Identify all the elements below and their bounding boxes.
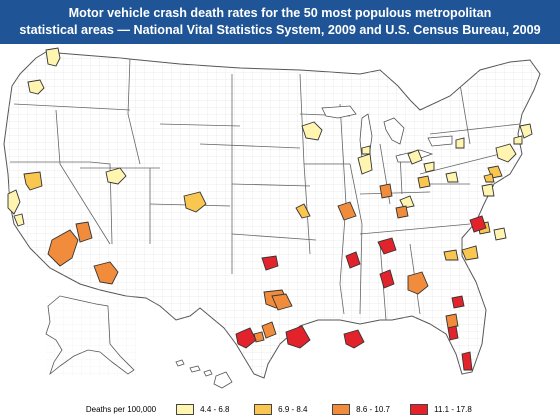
metro-baltimore [483, 173, 495, 183]
metro-san-francisco [7, 189, 21, 215]
metro-salt-lake-city [105, 167, 127, 185]
metro-san-antonio-red [235, 327, 257, 349]
metro-phoenix [93, 261, 119, 285]
map-title-line-2: statistical areas — National Vital Stati… [19, 23, 541, 37]
metro-san-jose [13, 213, 25, 227]
metro-houston [285, 325, 311, 349]
metro-providence [513, 135, 523, 145]
legend: Deaths per 100,000 4.4 - 6.8 6.9 - 8.4 8… [0, 398, 560, 420]
metro-st-louis [337, 201, 357, 221]
metro-cleveland [423, 161, 435, 173]
metro-miami [461, 351, 473, 371]
metro-charlotte-red [469, 215, 487, 233]
us-map [0, 44, 560, 396]
legend-swatch [254, 403, 273, 415]
metro-indianapolis [379, 183, 393, 199]
metro-memphis [345, 251, 361, 269]
metro-orlando [445, 313, 459, 329]
metro-dallas [271, 293, 293, 311]
metro-areas [7, 47, 533, 371]
legend-item: 4.4 - 6.8 [176, 403, 240, 415]
metro-portland [27, 79, 45, 95]
map-title-line-1: Motor vehicle crash death rates for the … [68, 6, 492, 20]
legend-title: Deaths per 100,000 [85, 404, 157, 414]
metro-atlanta [407, 271, 429, 295]
legend-label: 11.1 - 17.8 [434, 404, 472, 414]
metro-riverside [47, 229, 79, 267]
metro-pittsburgh [445, 171, 459, 183]
legend-swatch [176, 403, 195, 415]
us-map-svg [3, 47, 541, 389]
metro-denver [183, 191, 207, 213]
legend-label: 6.9 - 8.4 [278, 404, 308, 414]
metro-nashville [377, 237, 397, 255]
metro-tampa [447, 325, 459, 341]
metro-kansas-city [295, 203, 311, 219]
legend-swatch [332, 403, 351, 415]
metro-buffalo [455, 137, 465, 149]
metro-jacksonville [451, 295, 465, 309]
legend-item: 6.9 - 8.4 [254, 403, 318, 415]
metro-sacramento [23, 171, 43, 191]
metro-seattle [45, 47, 61, 67]
hawaii-inset [175, 359, 233, 389]
legend-swatch [410, 403, 429, 415]
metro-las-vegas [75, 221, 93, 243]
metro-birmingham [379, 269, 395, 289]
metro-cincinnati [399, 195, 415, 209]
legend-item: 8.6 - 10.7 [332, 403, 396, 415]
metro-columbus [417, 175, 431, 189]
metro-minneapolis [301, 121, 323, 141]
metro-louisville [395, 205, 409, 219]
metro-chicago [357, 153, 373, 175]
metro-new-york [495, 143, 517, 163]
metro-virginia-beach [493, 227, 507, 241]
map-title: Motor vehicle crash death rates for the … [0, 0, 560, 44]
metro-kansas-city-red [261, 255, 279, 271]
metro-washington [481, 183, 495, 197]
legend-label: 4.4 - 6.8 [200, 404, 230, 414]
alaska-county-texture [46, 296, 136, 376]
legend-item: 11.1 - 17.8 [410, 403, 474, 415]
metro-raleigh [461, 245, 479, 261]
metro-new-orleans [343, 329, 365, 349]
metro-milwaukee [361, 145, 371, 155]
metro-boston [519, 123, 533, 139]
metro-detroit [407, 149, 423, 165]
metro-charlotte [443, 249, 459, 261]
legend-label: 8.6 - 10.7 [356, 404, 390, 414]
metro-austin [261, 321, 277, 339]
